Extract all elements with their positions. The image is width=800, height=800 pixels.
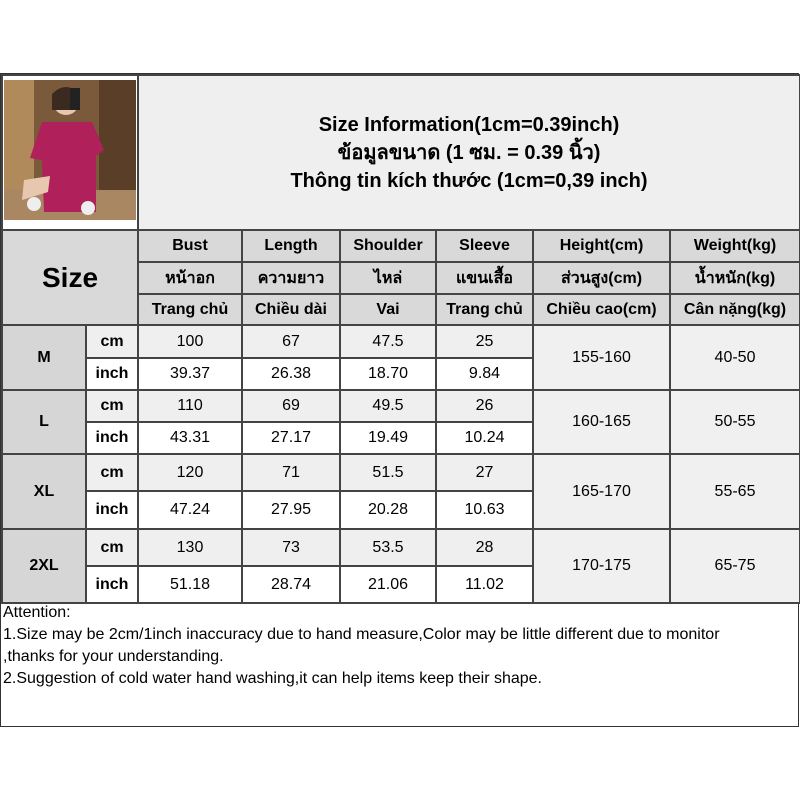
- table-row-inch: inch 51.18 28.74 21.06 11.02: [2, 565, 800, 604]
- cell-value-cm: 100: [137, 324, 243, 359]
- col-header-en: Shoulder: [339, 229, 437, 263]
- col-header-th: น้ำหนัก(kg): [668, 261, 800, 295]
- cell-value-cm: 51.5: [339, 453, 437, 492]
- col-header-vi: Cân nặng(kg): [668, 293, 800, 326]
- title-en: Size Information(1cm=0.39inch): [318, 113, 620, 136]
- unit-label: inch: [85, 490, 139, 530]
- cell-value-inch: 27.17: [241, 421, 341, 455]
- cell-value-cm: 110: [137, 389, 243, 423]
- unit-label: inch: [85, 357, 139, 391]
- col-header-vi: Chiều cao(cm): [532, 293, 671, 326]
- cell-value-inch: 11.02: [435, 565, 534, 604]
- cell-height: 155-160: [532, 324, 671, 391]
- size-chart: Size Information(1cm=0.39inch) ข้อมูลขนา…: [0, 73, 800, 727]
- cell-value-cm: 47.5: [339, 324, 437, 359]
- cell-value-inch: 27.95: [241, 490, 341, 530]
- attention-heading: Attention:: [3, 604, 71, 621]
- size-label: 2XL: [1, 528, 87, 604]
- col-header-en: Sleeve: [435, 229, 534, 263]
- cell-value-cm: 26: [435, 389, 534, 423]
- col-header-th: หน้าอก: [137, 261, 243, 295]
- title-block: Size Information(1cm=0.39inch) ข้อมูลขนา…: [136, 74, 800, 231]
- product-photo-image: [4, 80, 136, 220]
- table-row-inch: inch 47.24 27.95 20.28 10.63: [2, 490, 800, 530]
- cell-height: 160-165: [532, 389, 671, 455]
- cell-value-cm: 53.5: [339, 528, 437, 567]
- cell-weight: 65-75: [668, 528, 800, 604]
- col-header-th: ไหล่: [339, 261, 437, 295]
- cell-weight: 40-50: [668, 324, 800, 391]
- table-row-cm: L cm 110 69 49.5 26 160-165 50-55: [1, 389, 800, 455]
- cell-height: 170-175: [532, 528, 671, 604]
- cell-value-cm: 25: [435, 324, 534, 359]
- cell-weight: 50-55: [668, 389, 800, 455]
- cell-value-cm: 120: [137, 453, 243, 492]
- size-label: L: [1, 389, 87, 455]
- unit-label: cm: [85, 389, 139, 423]
- unit-label: inch: [85, 565, 139, 604]
- cell-value-cm: 67: [241, 324, 341, 359]
- unit-label: cm: [85, 528, 139, 567]
- col-header-en: Weight(kg): [668, 229, 800, 263]
- table-row-cm: M cm 100 67 47.5 25 155-160 40-50: [1, 324, 800, 391]
- cell-value-inch: 10.63: [435, 490, 534, 530]
- col-header-vi: Chiều dài: [241, 293, 341, 326]
- unit-label: inch: [85, 421, 139, 455]
- col-header-th: ส่วนสูง(cm): [532, 261, 671, 295]
- unit-label: cm: [85, 453, 139, 492]
- attention-line: 2.Suggestion of cold water hand washing,…: [3, 670, 542, 687]
- cell-value-cm: 69: [241, 389, 341, 423]
- cell-value-cm: 27: [435, 453, 534, 492]
- attention-notes: Attention: 1.Size may be 2cm/1inch inacc…: [3, 602, 720, 690]
- title-th: ข้อมูลขนาด (1 ซม. = 0.39 นิ้ว): [337, 141, 601, 164]
- cell-value-cm: 73: [241, 528, 341, 567]
- title-vi: Thông tin kích thước (1cm=0,39 inch): [290, 169, 648, 192]
- col-header-en: Bust: [137, 229, 243, 263]
- cell-value-inch: 18.70: [339, 357, 437, 391]
- table-row-inch: inch 43.31 27.17 19.49 10.24: [2, 421, 800, 455]
- cell-value-inch: 39.37: [137, 357, 243, 391]
- col-header-en: Height(cm): [532, 229, 671, 263]
- size-label: XL: [1, 453, 87, 530]
- cell-height: 165-170: [532, 453, 671, 530]
- unit-label: cm: [85, 324, 139, 359]
- attention-line: 1.Size may be 2cm/1inch inaccuracy due t…: [3, 626, 720, 643]
- size-label: M: [1, 324, 87, 391]
- cell-value-inch: 43.31: [137, 421, 243, 455]
- col-header-vi: Vai: [339, 293, 437, 326]
- cell-value-cm: 28: [435, 528, 534, 567]
- size-header: Size: [1, 229, 139, 326]
- product-photo: [1, 74, 139, 231]
- cell-value-inch: 26.38: [241, 357, 341, 391]
- cell-value-inch: 10.24: [435, 421, 534, 455]
- col-header-th: แขนเสื้อ: [435, 261, 534, 295]
- table-row-inch: inch 39.37 26.38 18.70 9.84: [2, 357, 800, 391]
- col-header-en: Length: [241, 229, 341, 263]
- cell-weight: 55-65: [668, 453, 800, 530]
- size-table: Size Information(1cm=0.39inch) ข้อมูลขนา…: [1, 74, 800, 604]
- cell-value-inch: 28.74: [241, 565, 341, 604]
- col-header-th: ความยาว: [241, 261, 341, 295]
- cell-value-cm: 130: [137, 528, 243, 567]
- cell-value-inch: 47.24: [137, 490, 243, 530]
- cell-value-inch: 20.28: [339, 490, 437, 530]
- cell-value-cm: 49.5: [339, 389, 437, 423]
- table-row-cm: 2XL cm 130 73 53.5 28 170-175 65-75: [1, 528, 800, 604]
- cell-value-inch: 51.18: [137, 565, 243, 604]
- attention-line: ,thanks for your understanding.: [3, 648, 224, 665]
- cell-value-inch: 19.49: [339, 421, 437, 455]
- cell-value-inch: 21.06: [339, 565, 437, 604]
- col-header-vi: Trang chủ: [435, 293, 534, 326]
- table-row-cm: XL cm 120 71 51.5 27 165-170 55-65: [1, 453, 800, 530]
- cell-value-cm: 71: [241, 453, 341, 492]
- cell-value-inch: 9.84: [435, 357, 534, 391]
- col-header-vi: Trang chủ: [137, 293, 243, 326]
